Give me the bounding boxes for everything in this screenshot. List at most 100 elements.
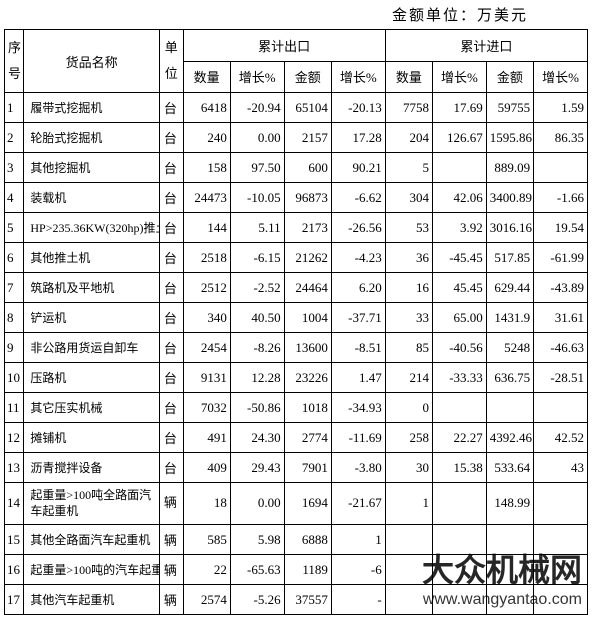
cell-export-amt-pct: -26.56 xyxy=(331,213,385,243)
cell-import-amt: 517.85 xyxy=(486,243,533,273)
cell-export-amt-pct: -21.67 xyxy=(331,483,385,525)
cell-import-amt-pct xyxy=(534,393,588,423)
cell-import-pct: -33.33 xyxy=(433,363,487,393)
cell-export-pct: -2.52 xyxy=(230,273,284,303)
table-row: 1履带式挖掘机台6418-20.9465104-20.13775817.6959… xyxy=(5,93,588,123)
cell-import-qty xyxy=(385,555,432,585)
cell-name: 其他推土机 xyxy=(24,243,160,273)
cell-seq: 17 xyxy=(5,585,24,615)
cell-unit: 辆 xyxy=(159,483,183,525)
cell-export-amt-pct: -8.51 xyxy=(331,333,385,363)
cell-export-amt: 65104 xyxy=(284,93,331,123)
cell-seq: 8 xyxy=(5,303,24,333)
cell-import-pct xyxy=(433,525,487,555)
cell-import-amt-pct xyxy=(534,153,588,183)
cell-seq: 4 xyxy=(5,183,24,213)
cell-unit: 辆 xyxy=(159,585,183,615)
cell-export-amt: 1004 xyxy=(284,303,331,333)
col-name: 货品名称 xyxy=(24,30,160,93)
cell-import-amt: 4392.46 xyxy=(486,423,533,453)
cell-export-pct: -20.94 xyxy=(230,93,284,123)
cell-import-pct xyxy=(433,585,487,615)
table-row: 8铲运机台34040.501004-37.713365.001431.931.6… xyxy=(5,303,588,333)
cell-import-qty: 85 xyxy=(385,333,432,363)
table-row: 17其他汽车起重机辆2574-5.2637557- xyxy=(5,585,588,615)
cell-export-qty: 2512 xyxy=(183,273,230,303)
cell-import-amt-pct: 43 xyxy=(534,453,588,483)
cell-import-amt: 533.64 xyxy=(486,453,533,483)
cell-export-amt: 6888 xyxy=(284,525,331,555)
cell-import-amt xyxy=(486,555,533,585)
cell-import-amt: 636.75 xyxy=(486,363,533,393)
cell-import-pct: -40.56 xyxy=(433,333,487,363)
cell-import-amt-pct: 19.54 xyxy=(534,213,588,243)
cell-import-qty xyxy=(385,585,432,615)
cell-export-pct: 97.50 xyxy=(230,153,284,183)
cell-export-qty: 491 xyxy=(183,423,230,453)
cell-export-amt-pct: -11.69 xyxy=(331,423,385,453)
cell-export-pct: 24.30 xyxy=(230,423,284,453)
cell-seq: 11 xyxy=(5,393,24,423)
col-seq: 序号 xyxy=(5,30,24,93)
cell-seq: 15 xyxy=(5,525,24,555)
cell-export-qty: 585 xyxy=(183,525,230,555)
cell-import-amt-pct: -1.66 xyxy=(534,183,588,213)
cell-import-amt: 1595.86 xyxy=(486,123,533,153)
cell-name: 起重量>100吨全路面汽车起重机 xyxy=(24,483,160,525)
cell-import-qty xyxy=(385,525,432,555)
table-row: 16起重量>100吨的汽车起重机辆22-65.631189-6 xyxy=(5,555,588,585)
cell-import-amt-pct: -46.63 xyxy=(534,333,588,363)
cell-export-pct: 29.43 xyxy=(230,453,284,483)
cell-import-pct: 17.69 xyxy=(433,93,487,123)
cell-export-qty: 7032 xyxy=(183,393,230,423)
col-export-group: 累计出口 xyxy=(183,30,385,62)
cell-import-amt: 629.44 xyxy=(486,273,533,303)
cell-name: 压路机 xyxy=(24,363,160,393)
cell-name: 其它压实机械 xyxy=(24,393,160,423)
cell-seq: 7 xyxy=(5,273,24,303)
table-row: 14起重量>100吨全路面汽车起重机辆180.001694-21.671148.… xyxy=(5,483,588,525)
cell-export-pct: -6.15 xyxy=(230,243,284,273)
cell-import-qty: 1 xyxy=(385,483,432,525)
cell-seq: 6 xyxy=(5,243,24,273)
col-export-qty: 数量 xyxy=(183,61,230,93)
cell-name: HP>235.36KW(320hp)推土机 xyxy=(24,213,160,243)
cell-import-amt: 59755 xyxy=(486,93,533,123)
cell-export-qty: 9131 xyxy=(183,363,230,393)
cell-import-qty: 5 xyxy=(385,153,432,183)
table-row: 11其它压实机械台7032-50.861018-34.930 xyxy=(5,393,588,423)
cell-name: 非公路用货运自卸车 xyxy=(24,333,160,363)
cell-import-qty: 304 xyxy=(385,183,432,213)
table-row: 5HP>235.36KW(320hp)推土机台1445.112173-26.56… xyxy=(5,213,588,243)
cell-import-qty: 30 xyxy=(385,453,432,483)
cell-export-qty: 409 xyxy=(183,453,230,483)
cell-import-amt: 3400.89 xyxy=(486,183,533,213)
cell-name: 装载机 xyxy=(24,183,160,213)
cell-import-amt-pct xyxy=(534,525,588,555)
cell-import-amt: 3016.16 xyxy=(486,213,533,243)
cell-export-amt: 96873 xyxy=(284,183,331,213)
cell-export-pct: 40.50 xyxy=(230,303,284,333)
table-row: 7筑路机及平地机台2512-2.52244646.201645.45629.44… xyxy=(5,273,588,303)
cell-import-pct xyxy=(433,153,487,183)
cell-unit: 台 xyxy=(159,393,183,423)
cell-name: 履带式挖掘机 xyxy=(24,93,160,123)
cell-export-amt-pct: 90.21 xyxy=(331,153,385,183)
cell-seq: 16 xyxy=(5,555,24,585)
cell-unit: 台 xyxy=(159,423,183,453)
cell-export-amt: 21262 xyxy=(284,243,331,273)
table-row: 13沥青搅拌设备台40929.437901-3.803015.38533.644… xyxy=(5,453,588,483)
cell-export-amt: 24464 xyxy=(284,273,331,303)
cell-export-pct: -10.05 xyxy=(230,183,284,213)
cell-export-qty: 2518 xyxy=(183,243,230,273)
cell-import-amt-pct: 1.59 xyxy=(534,93,588,123)
cell-name: 其他全路面汽车起重机 xyxy=(24,525,160,555)
cell-export-qty: 6418 xyxy=(183,93,230,123)
cell-unit: 台 xyxy=(159,333,183,363)
cell-name: 其他挖掘机 xyxy=(24,153,160,183)
cell-import-pct: 42.06 xyxy=(433,183,487,213)
cell-export-amt: 13600 xyxy=(284,333,331,363)
cell-seq: 1 xyxy=(5,93,24,123)
cell-seq: 12 xyxy=(5,423,24,453)
cell-import-amt xyxy=(486,585,533,615)
